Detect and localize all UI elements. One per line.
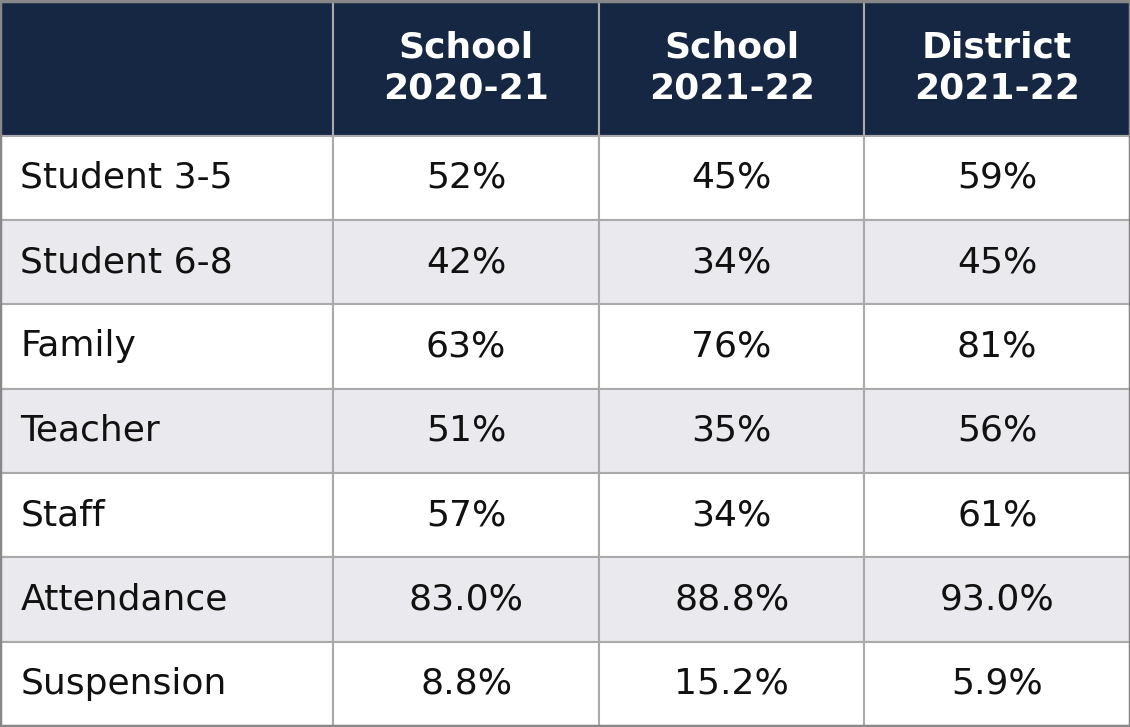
FancyBboxPatch shape (0, 304, 333, 388)
Text: Attendance: Attendance (20, 582, 228, 616)
Text: 34%: 34% (692, 498, 772, 532)
Text: 5.9%: 5.9% (951, 667, 1043, 701)
Text: Student 3-5: Student 3-5 (20, 161, 233, 195)
Text: Family: Family (20, 329, 137, 364)
Text: 59%: 59% (957, 161, 1037, 195)
FancyBboxPatch shape (864, 641, 1130, 726)
FancyBboxPatch shape (864, 1, 1130, 135)
FancyBboxPatch shape (599, 388, 864, 473)
FancyBboxPatch shape (333, 473, 599, 557)
FancyBboxPatch shape (599, 220, 864, 304)
FancyBboxPatch shape (0, 220, 333, 304)
Text: Teacher: Teacher (20, 414, 160, 448)
FancyBboxPatch shape (333, 1, 599, 135)
FancyBboxPatch shape (0, 1, 333, 135)
FancyBboxPatch shape (0, 557, 333, 641)
Text: 93.0%: 93.0% (940, 582, 1054, 616)
FancyBboxPatch shape (0, 388, 333, 473)
FancyBboxPatch shape (333, 557, 599, 641)
Text: 63%: 63% (426, 329, 506, 364)
FancyBboxPatch shape (599, 557, 864, 641)
Text: School: School (664, 31, 799, 65)
Text: 61%: 61% (957, 498, 1037, 532)
Text: 15.2%: 15.2% (675, 667, 789, 701)
FancyBboxPatch shape (864, 220, 1130, 304)
FancyBboxPatch shape (333, 135, 599, 220)
Text: 42%: 42% (426, 245, 506, 279)
FancyBboxPatch shape (0, 641, 333, 726)
Text: Staff: Staff (20, 498, 105, 532)
Text: 57%: 57% (426, 498, 506, 532)
FancyBboxPatch shape (333, 220, 599, 304)
Text: 2021-22: 2021-22 (649, 72, 815, 105)
Text: 51%: 51% (426, 414, 506, 448)
FancyBboxPatch shape (599, 135, 864, 220)
Text: School: School (399, 31, 533, 65)
FancyBboxPatch shape (864, 135, 1130, 220)
FancyBboxPatch shape (333, 388, 599, 473)
Text: 8.8%: 8.8% (420, 667, 512, 701)
Text: District: District (922, 31, 1072, 65)
Text: Suspension: Suspension (20, 667, 227, 701)
FancyBboxPatch shape (599, 473, 864, 557)
Text: 88.8%: 88.8% (675, 582, 789, 616)
Text: 34%: 34% (692, 245, 772, 279)
FancyBboxPatch shape (0, 135, 333, 220)
FancyBboxPatch shape (864, 557, 1130, 641)
FancyBboxPatch shape (864, 473, 1130, 557)
FancyBboxPatch shape (333, 304, 599, 388)
FancyBboxPatch shape (599, 641, 864, 726)
FancyBboxPatch shape (864, 304, 1130, 388)
Text: 45%: 45% (692, 161, 772, 195)
FancyBboxPatch shape (0, 473, 333, 557)
Text: Student 6-8: Student 6-8 (20, 245, 233, 279)
Text: 2020-21: 2020-21 (383, 72, 549, 105)
FancyBboxPatch shape (599, 1, 864, 135)
FancyBboxPatch shape (599, 304, 864, 388)
Text: 83.0%: 83.0% (409, 582, 523, 616)
Text: 56%: 56% (957, 414, 1037, 448)
FancyBboxPatch shape (864, 388, 1130, 473)
Text: 2021-22: 2021-22 (914, 72, 1080, 105)
Text: 45%: 45% (957, 245, 1037, 279)
FancyBboxPatch shape (333, 641, 599, 726)
Text: 81%: 81% (957, 329, 1037, 364)
Text: 35%: 35% (692, 414, 772, 448)
Text: 76%: 76% (692, 329, 772, 364)
Text: 52%: 52% (426, 161, 506, 195)
